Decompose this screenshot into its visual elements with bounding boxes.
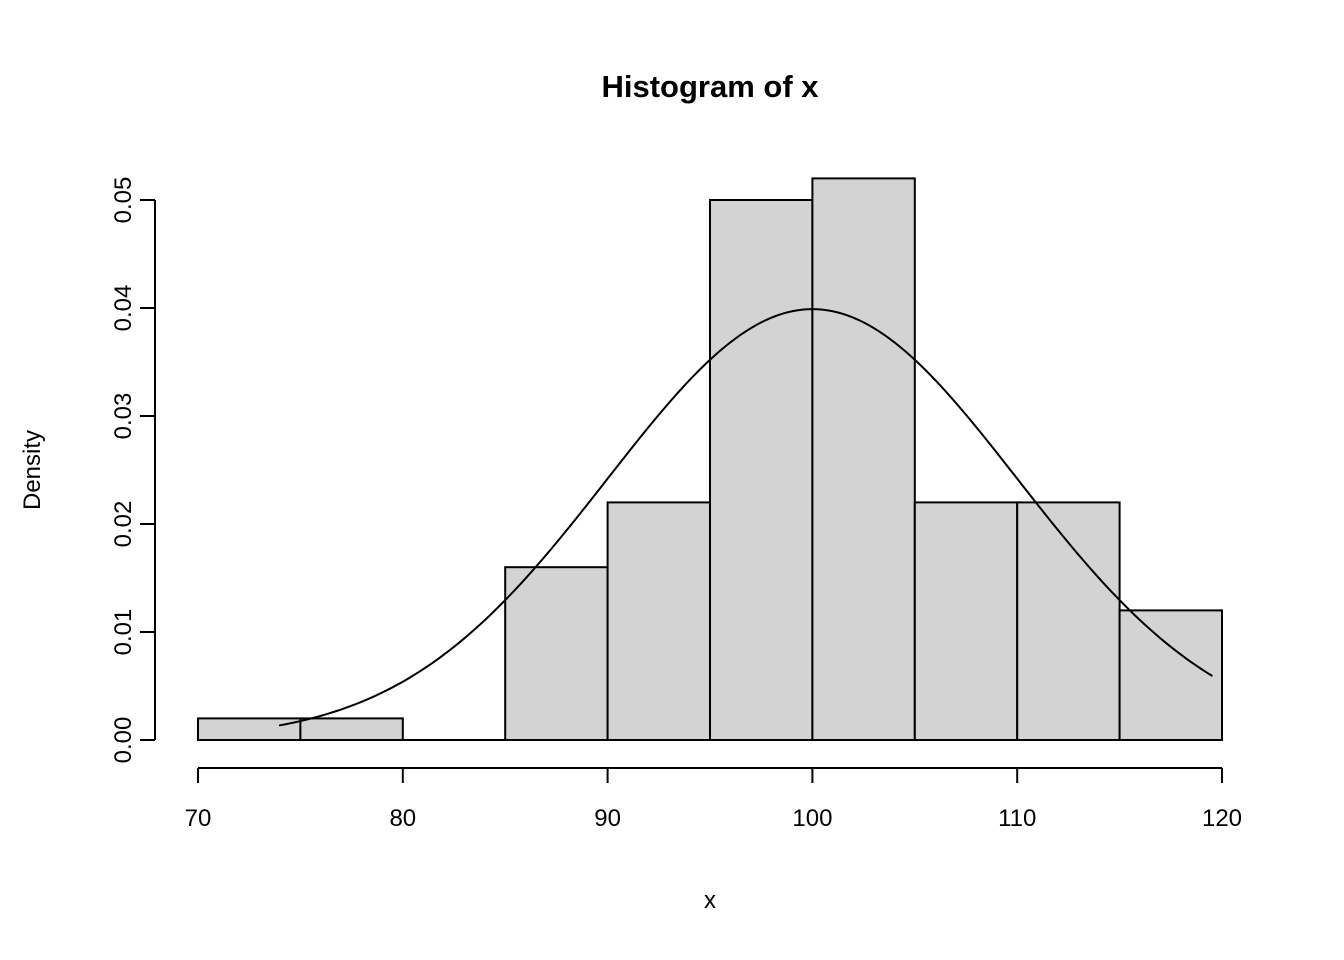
histogram-bar xyxy=(299,717,404,742)
y-axis-tick-label: 0.05 xyxy=(110,177,137,224)
histogram-bar xyxy=(504,566,609,742)
y-axis-tick-label: 0.04 xyxy=(110,285,137,332)
histogram-bar xyxy=(1016,501,1121,741)
x-axis-tick-label: 120 xyxy=(1202,805,1242,832)
x-axis-tick-label: 110 xyxy=(998,805,1036,832)
x-axis-tick-label: 80 xyxy=(389,805,416,832)
chart-title: Histogram of x xyxy=(601,69,819,104)
y-axis-label: Density xyxy=(19,430,46,510)
histogram-bar xyxy=(709,199,814,741)
x-axis-tick-label: 100 xyxy=(792,805,832,832)
histogram-bar xyxy=(606,501,711,741)
density-curve xyxy=(278,308,1213,727)
x-axis-label: x xyxy=(704,887,716,914)
plot-layer: 70 80 90 100 110 120 0.00 0.01 0.02 0.03 0.04 0.05 xyxy=(110,177,1242,832)
y-axis-tick-label: 0.03 xyxy=(110,393,137,440)
histogram-bar xyxy=(197,717,302,742)
histogram-bar xyxy=(913,501,1019,741)
y-axis-tick-label: 0.00 xyxy=(110,717,137,764)
x-axis-tick-label: 90 xyxy=(594,805,621,832)
histogram-bar xyxy=(1118,609,1223,742)
histogram-bar xyxy=(811,177,916,741)
y-axis-tick-label: 0.01 xyxy=(110,609,137,656)
x-axis-tick-label: 70 xyxy=(185,805,212,832)
y-axis-tick-label: 0.02 xyxy=(110,501,137,548)
